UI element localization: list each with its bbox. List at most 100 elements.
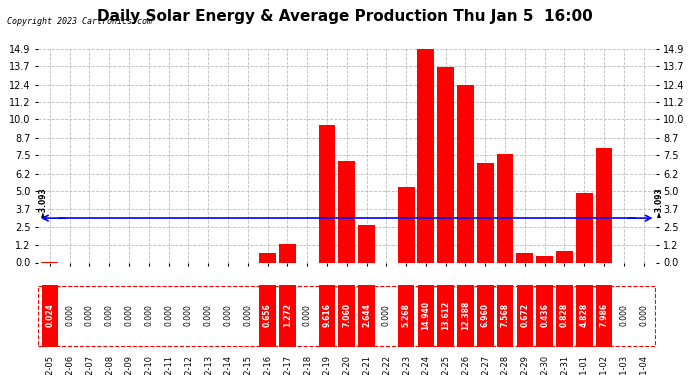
FancyBboxPatch shape	[219, 285, 236, 347]
FancyBboxPatch shape	[81, 285, 98, 347]
FancyBboxPatch shape	[160, 285, 177, 347]
FancyBboxPatch shape	[319, 285, 335, 347]
Text: 12.388: 12.388	[461, 301, 470, 330]
FancyBboxPatch shape	[517, 285, 533, 347]
Text: 0.000: 0.000	[105, 304, 114, 326]
Text: 2.644: 2.644	[362, 303, 371, 327]
Text: 9.616: 9.616	[322, 303, 331, 327]
Text: 12-08: 12-08	[105, 355, 114, 375]
Text: 7.986: 7.986	[600, 303, 609, 327]
Text: ►3.093: ►3.093	[39, 188, 48, 218]
FancyBboxPatch shape	[41, 285, 58, 347]
FancyBboxPatch shape	[358, 285, 375, 347]
FancyBboxPatch shape	[635, 285, 652, 347]
Text: 0.672: 0.672	[520, 303, 529, 327]
FancyBboxPatch shape	[338, 285, 355, 347]
FancyBboxPatch shape	[121, 285, 137, 347]
FancyBboxPatch shape	[457, 285, 474, 347]
Text: 01-04: 01-04	[639, 355, 648, 375]
Text: 12-17: 12-17	[283, 355, 292, 375]
FancyBboxPatch shape	[101, 285, 117, 347]
FancyBboxPatch shape	[497, 285, 513, 347]
Bar	[457, 85, 474, 262]
Text: 12-26: 12-26	[461, 355, 470, 375]
FancyBboxPatch shape	[141, 285, 157, 347]
Bar	[595, 148, 613, 262]
Text: 0.024: 0.024	[46, 303, 55, 327]
Text: 0.000: 0.000	[639, 304, 648, 326]
Bar	[497, 154, 513, 262]
Text: 12-30: 12-30	[540, 355, 549, 375]
Text: 12-06: 12-06	[65, 355, 74, 375]
Text: 7.568: 7.568	[500, 303, 510, 327]
Text: 12-20: 12-20	[342, 355, 351, 375]
Text: 0.000: 0.000	[85, 304, 94, 326]
Text: 0.000: 0.000	[144, 304, 153, 326]
Text: 12-13: 12-13	[204, 355, 213, 375]
FancyBboxPatch shape	[279, 285, 295, 347]
Text: 01-02: 01-02	[600, 355, 609, 375]
Text: 6.960: 6.960	[481, 303, 490, 327]
Bar	[338, 161, 355, 262]
Text: 12-14: 12-14	[224, 355, 233, 375]
Text: 0.656: 0.656	[263, 303, 272, 327]
Text: 0.828: 0.828	[560, 303, 569, 327]
Text: 12-16: 12-16	[263, 355, 272, 375]
Text: 5.268: 5.268	[402, 303, 411, 327]
Text: 12-15: 12-15	[244, 355, 253, 375]
Text: 0.000: 0.000	[164, 304, 173, 326]
Text: 13.612: 13.612	[441, 301, 450, 330]
FancyBboxPatch shape	[417, 285, 434, 347]
Text: Copyright 2023 Cartronics.com: Copyright 2023 Cartronics.com	[7, 17, 152, 26]
FancyBboxPatch shape	[595, 285, 612, 347]
Text: 0.000: 0.000	[224, 304, 233, 326]
FancyBboxPatch shape	[239, 285, 256, 347]
Bar	[477, 163, 493, 262]
Text: 0.000: 0.000	[303, 304, 312, 326]
Text: 12-28: 12-28	[500, 355, 510, 375]
Text: Daily Solar Energy & Average Production Thu Jan 5  16:00: Daily Solar Energy & Average Production …	[97, 9, 593, 24]
FancyBboxPatch shape	[299, 285, 315, 347]
FancyBboxPatch shape	[61, 285, 78, 347]
Text: 7.060: 7.060	[342, 303, 351, 327]
FancyBboxPatch shape	[615, 285, 632, 347]
Text: ►3.093: ►3.093	[655, 188, 664, 218]
Text: 12-12: 12-12	[184, 355, 193, 375]
Bar	[576, 193, 593, 262]
FancyBboxPatch shape	[378, 285, 395, 347]
Text: 12-07: 12-07	[85, 355, 94, 375]
FancyBboxPatch shape	[200, 285, 217, 347]
FancyBboxPatch shape	[477, 285, 493, 347]
Text: 12-27: 12-27	[481, 355, 490, 375]
FancyBboxPatch shape	[536, 285, 553, 347]
Text: 0.000: 0.000	[184, 304, 193, 326]
Text: 12-10: 12-10	[144, 355, 153, 375]
Bar	[417, 48, 434, 262]
FancyBboxPatch shape	[556, 285, 573, 347]
Text: 12-22: 12-22	[382, 355, 391, 375]
Text: 12-09: 12-09	[124, 355, 133, 375]
Text: 14.940: 14.940	[422, 301, 431, 330]
Text: 12-25: 12-25	[441, 355, 450, 375]
FancyBboxPatch shape	[398, 285, 415, 347]
Text: 12-21: 12-21	[362, 355, 371, 375]
Bar	[516, 253, 533, 262]
FancyBboxPatch shape	[180, 285, 197, 347]
Text: 4.828: 4.828	[580, 303, 589, 327]
Text: 01-03: 01-03	[620, 355, 629, 375]
Text: 0.436: 0.436	[540, 303, 549, 327]
Text: 01-01: 01-01	[580, 355, 589, 375]
FancyBboxPatch shape	[437, 285, 454, 347]
Text: 0.000: 0.000	[65, 304, 74, 326]
Bar	[437, 67, 454, 262]
Bar	[556, 251, 573, 262]
FancyBboxPatch shape	[576, 285, 593, 347]
Text: 12-31: 12-31	[560, 355, 569, 375]
Bar	[358, 225, 375, 262]
Bar	[319, 124, 335, 262]
Bar	[397, 187, 415, 262]
Text: 1.272: 1.272	[283, 303, 292, 327]
Text: 12-18: 12-18	[303, 355, 312, 375]
Text: 12-05: 12-05	[46, 355, 55, 375]
Text: 12-29: 12-29	[520, 355, 529, 375]
